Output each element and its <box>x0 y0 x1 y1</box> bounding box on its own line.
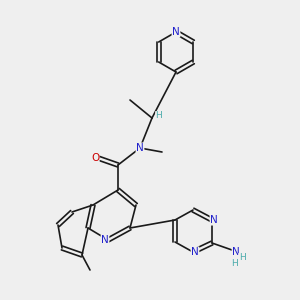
Text: N: N <box>210 215 218 225</box>
Text: H: H <box>238 254 245 262</box>
Text: O: O <box>91 153 99 163</box>
Text: N: N <box>191 247 199 257</box>
Text: N: N <box>232 247 240 257</box>
Text: N: N <box>172 27 180 37</box>
Text: N: N <box>136 143 144 153</box>
Text: H: H <box>231 260 237 268</box>
Text: H: H <box>156 112 162 121</box>
Text: N: N <box>101 235 109 245</box>
